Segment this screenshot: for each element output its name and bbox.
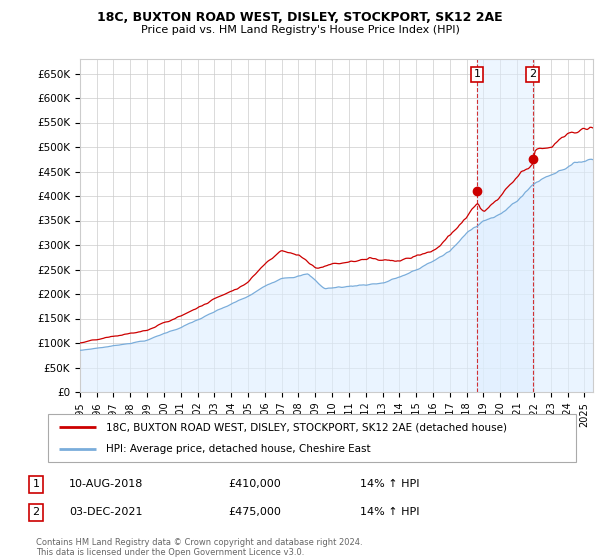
Text: 14% ↑ HPI: 14% ↑ HPI xyxy=(360,479,419,489)
Text: 18C, BUXTON ROAD WEST, DISLEY, STOCKPORT, SK12 2AE: 18C, BUXTON ROAD WEST, DISLEY, STOCKPORT… xyxy=(97,11,503,24)
Text: Contains HM Land Registry data © Crown copyright and database right 2024.
This d: Contains HM Land Registry data © Crown c… xyxy=(36,538,362,557)
Text: £410,000: £410,000 xyxy=(228,479,281,489)
Text: 14% ↑ HPI: 14% ↑ HPI xyxy=(360,507,419,517)
Text: HPI: Average price, detached house, Cheshire East: HPI: Average price, detached house, Ches… xyxy=(106,444,371,454)
Text: 1: 1 xyxy=(32,479,40,489)
Bar xyxy=(477,59,533,392)
Text: 2: 2 xyxy=(32,507,40,517)
Text: 1: 1 xyxy=(473,69,481,80)
FancyBboxPatch shape xyxy=(48,414,576,462)
Text: 2: 2 xyxy=(529,69,536,80)
Text: 10-AUG-2018: 10-AUG-2018 xyxy=(69,479,143,489)
Text: 18C, BUXTON ROAD WEST, DISLEY, STOCKPORT, SK12 2AE (detached house): 18C, BUXTON ROAD WEST, DISLEY, STOCKPORT… xyxy=(106,422,507,432)
Text: Price paid vs. HM Land Registry's House Price Index (HPI): Price paid vs. HM Land Registry's House … xyxy=(140,25,460,35)
Text: 03-DEC-2021: 03-DEC-2021 xyxy=(69,507,143,517)
Text: £475,000: £475,000 xyxy=(228,507,281,517)
